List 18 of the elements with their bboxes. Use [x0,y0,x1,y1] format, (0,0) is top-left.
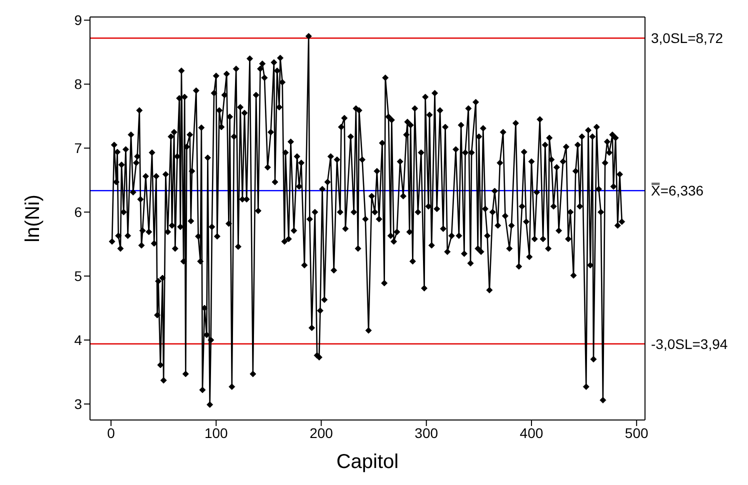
x-tick-label: 400 [520,424,544,441]
ref-line-label: X̿=6,336 [650,182,704,199]
y-tick-label: 4 [74,332,82,348]
x-tick-label: 200 [310,424,334,441]
x-tick-label: 500 [624,424,648,441]
ref-line-label: 3,0SL=8,72 [651,30,724,46]
x-tick-label: 300 [414,424,438,441]
y-tick-label: 9 [74,12,82,28]
y-axis-title: ln(Ni) [22,194,44,242]
y-tick-label: 3 [74,396,82,412]
x-tick-label: 100 [204,424,228,441]
y-tick-label: 7 [74,140,82,156]
y-tick-label: 6 [74,204,82,220]
x-axis-title: Capitol [336,451,399,473]
ref-line-label: -3,0SL=3,94 [651,336,728,352]
y-tick-label: 8 [74,76,82,92]
x-tick-label: 0 [107,424,116,441]
y-tick-label: 5 [74,268,82,284]
